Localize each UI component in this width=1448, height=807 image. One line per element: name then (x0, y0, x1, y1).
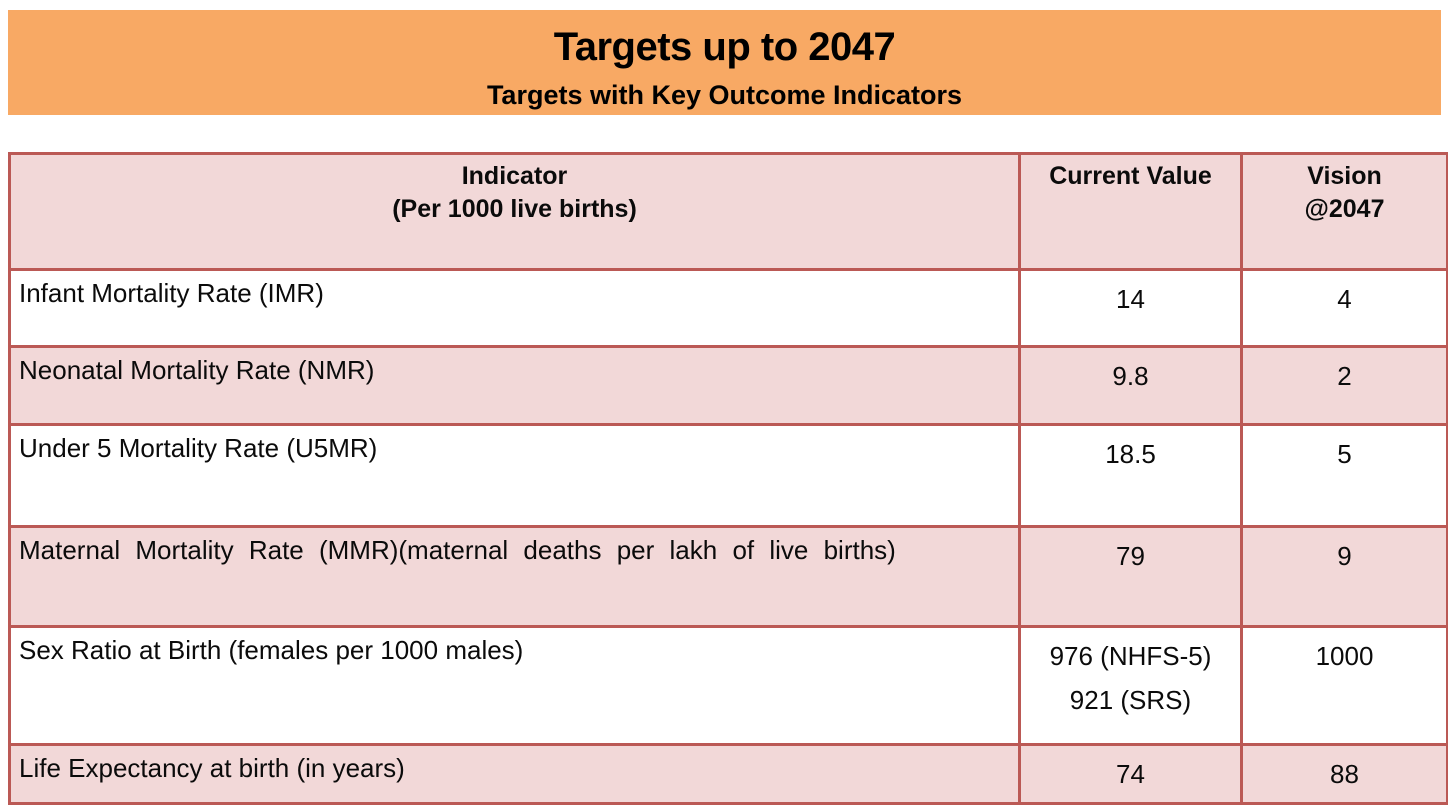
current-value-cell: 74 (1018, 743, 1243, 805)
indicator-cell: Neonatal Mortality Rate (NMR) (8, 345, 1021, 426)
page-subtitle: Targets with Key Outcome Indicators (486, 80, 963, 110)
table-row-mmr: Maternal Mortality Rate (MMR)(maternal d… (8, 525, 1448, 628)
current-value-cell: 976 (NHFS-5) 921 (SRS) (1018, 625, 1243, 746)
current-value-cell: 79 (1018, 525, 1243, 628)
targets-table: Indicator (Per 1000 live births) Current… (8, 152, 1448, 805)
table-header-row: Indicator (Per 1000 live births) Current… (8, 152, 1448, 271)
column-header-vision-2047: Vision @2047 (1240, 152, 1448, 271)
table-row-imr: Infant Mortality Rate (IMR) 14 4 (8, 268, 1448, 348)
indicator-cell: Under 5 Mortality Rate (U5MR) (8, 423, 1021, 528)
table-row-u5mr: Under 5 Mortality Rate (U5MR) 18.5 5 (8, 423, 1448, 528)
vision-cell: 1000 (1240, 625, 1448, 746)
table-row-life-expectancy: Life Expectancy at birth (in years) 74 8… (8, 743, 1448, 805)
indicator-cell: Maternal Mortality Rate (MMR)(maternal d… (8, 525, 1021, 628)
indicator-cell: Infant Mortality Rate (IMR) (8, 268, 1021, 348)
current-value-cell: 9.8 (1018, 345, 1243, 426)
title-banner: Targets up to 2047 Targets with Key Outc… (8, 10, 1441, 115)
indicator-cell: Sex Ratio at Birth (females per 1000 mal… (8, 625, 1021, 746)
table-row-nmr: Neonatal Mortality Rate (NMR) 9.8 2 (8, 345, 1448, 426)
page-title: Targets up to 2047 (553, 25, 896, 69)
current-value-cell: 18.5 (1018, 423, 1243, 528)
column-header-current-value: Current Value (1018, 152, 1243, 271)
vision-cell: 2 (1240, 345, 1448, 426)
indicator-cell: Life Expectancy at birth (in years) (8, 743, 1021, 805)
vision-cell: 4 (1240, 268, 1448, 348)
vision-cell: 5 (1240, 423, 1448, 528)
current-value-cell: 14 (1018, 268, 1243, 348)
vision-cell: 9 (1240, 525, 1448, 628)
table-row-sex-ratio: Sex Ratio at Birth (females per 1000 mal… (8, 625, 1448, 746)
vision-cell: 88 (1240, 743, 1448, 805)
column-header-indicator: Indicator (Per 1000 live births) (8, 152, 1021, 271)
